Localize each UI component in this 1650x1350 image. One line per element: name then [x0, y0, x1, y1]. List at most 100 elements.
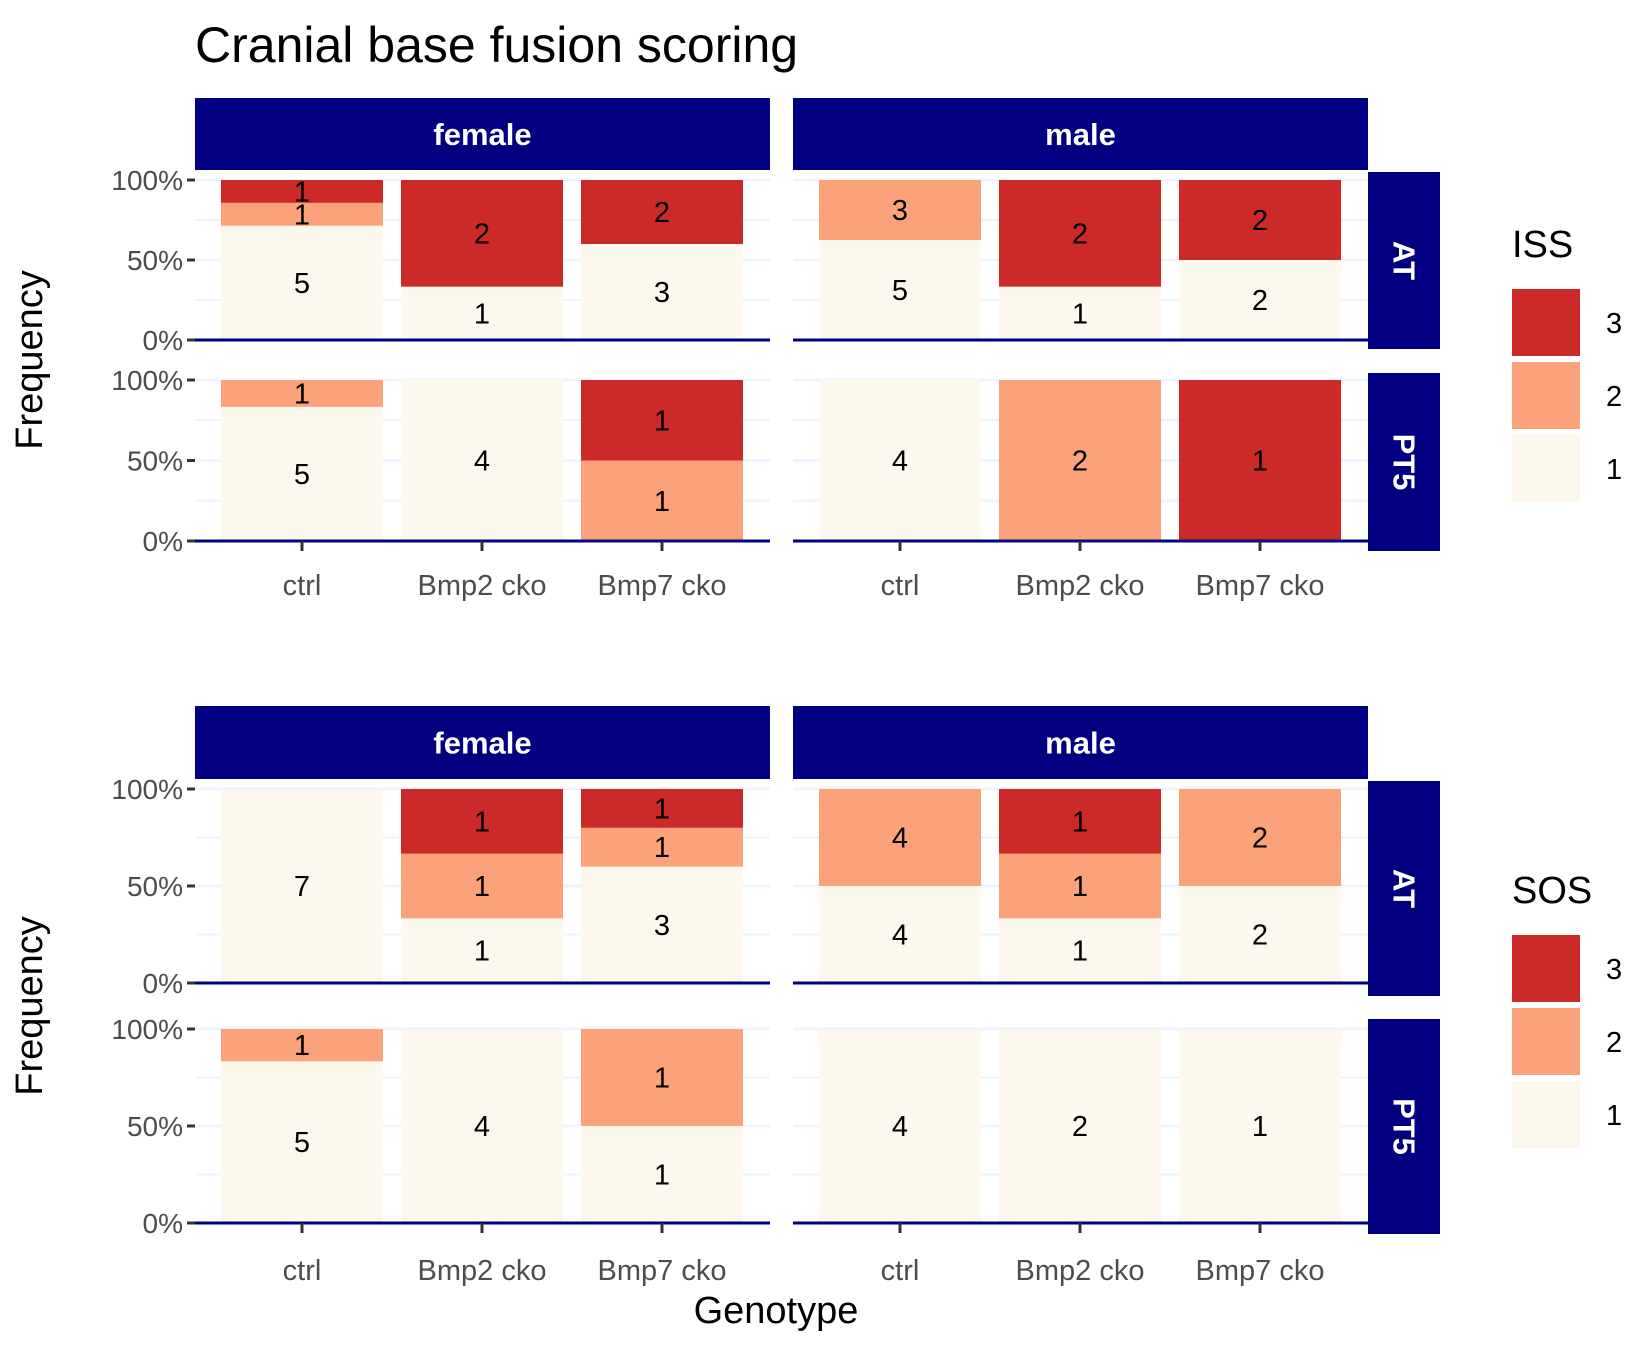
legend-title: ISS — [1512, 224, 1573, 266]
data-label: 1 — [474, 298, 490, 330]
bar-segment-score-3 — [999, 180, 1161, 287]
data-label: 2 — [474, 218, 490, 250]
bar-segment-score-2 — [581, 1029, 743, 1126]
y-tick-label: 50% — [127, 446, 183, 477]
legend-label: 3 — [1606, 954, 1622, 986]
data-label: 5 — [294, 1127, 310, 1159]
chart-title: Cranial base fusion scoring — [195, 17, 798, 73]
data-label: 1 — [294, 199, 310, 231]
bar-segment-score-2 — [999, 853, 1161, 919]
facet-strip-pt5 — [1368, 1019, 1440, 1234]
y-tick-label: 50% — [127, 1111, 183, 1142]
bar-segment-score-3 — [581, 180, 743, 244]
x-tick-label: Bmp7 cko — [1196, 570, 1325, 602]
y-tick-label: 50% — [127, 245, 183, 276]
y-axis-title: Frequency — [9, 916, 51, 1096]
data-label: 1 — [1252, 446, 1268, 478]
bar-segment-score-1 — [401, 286, 563, 340]
y-tick-label: 50% — [127, 871, 183, 902]
x-tick-label: Bmp2 cko — [1016, 570, 1145, 602]
data-label: 5 — [892, 275, 908, 307]
bar-segment-score-2 — [581, 460, 743, 541]
bar-segment-score-1 — [581, 866, 743, 983]
panel-male-at: 5 3 1 2 2 2 — [793, 178, 1368, 342]
bar-segment-score-2 — [401, 853, 563, 919]
bar-segment-score-1 — [819, 240, 981, 340]
y-tick-label: 0% — [143, 968, 183, 999]
y-tick-label: 0% — [143, 1208, 183, 1239]
data-label: 2 — [1252, 205, 1268, 237]
facet-strip-label: AT — [1387, 869, 1422, 908]
data-label: 2 — [1252, 823, 1268, 855]
x-tick-label: Bmp2 cko — [1016, 1255, 1145, 1287]
data-label: 1 — [654, 1063, 670, 1095]
bar-segment-score-1 — [999, 286, 1161, 340]
data-label: 2 — [1072, 1111, 1088, 1143]
data-label: 4 — [892, 920, 908, 952]
bar-segment-score-1 — [819, 1029, 981, 1223]
x-axis-title: Genotype — [694, 1290, 859, 1332]
data-label: 5 — [294, 459, 310, 491]
data-label: 1 — [294, 176, 310, 208]
data-label: 3 — [654, 277, 670, 309]
bar-segment-score-1 — [221, 789, 383, 983]
data-label: 2 — [1072, 218, 1088, 250]
bar-segment-score-1 — [401, 380, 563, 541]
bar-segment-score-2 — [221, 1029, 383, 1062]
data-label: 1 — [654, 793, 670, 825]
bar-segment-score-1 — [401, 918, 563, 983]
data-label: 2 — [1252, 920, 1268, 952]
y-tick-label: 100% — [111, 1014, 183, 1045]
bar-segment-score-1 — [999, 1029, 1161, 1223]
facet-strip-label: PT5 — [1387, 434, 1422, 491]
panel-male-at: 4 4 1 1 1 2 2 — [793, 787, 1368, 985]
bar-segment-score-2 — [819, 789, 981, 886]
legend-iss: ISS 3 2 1 — [1512, 224, 1622, 502]
bar-segment-score-2 — [999, 380, 1161, 541]
y-tick-label: 0% — [143, 325, 183, 356]
bar-segment-score-1 — [819, 886, 981, 983]
bar-segment-score-3 — [221, 180, 383, 203]
bar-segment-score-2 — [581, 827, 743, 867]
data-label: 1 — [294, 1030, 310, 1062]
bar-segment-score-2 — [1179, 789, 1341, 886]
chart-sos: 7 1 1 1 3 1 1 0% 50% 100% 4 4 1 1 1 2 2 5 1 4 1 1 0% 50% 100% ctr… — [9, 706, 1622, 1287]
data-label: 1 — [1252, 1111, 1268, 1143]
facet-strip-label: male — [1045, 726, 1116, 761]
y-tick-label: 100% — [111, 774, 183, 805]
data-label: 1 — [1072, 936, 1088, 968]
y-tick-label: 100% — [111, 365, 183, 396]
data-label: 4 — [474, 1111, 490, 1143]
panel-female-pt5: 5 1 4 1 1 0% 50% 100% ctrl Bmp2 cko Bmp7 cko — [111, 1014, 770, 1287]
legend-key-score-3 — [1512, 289, 1580, 356]
facet-strip-male — [793, 98, 1368, 170]
data-label: 1 — [1072, 871, 1088, 903]
data-label: 1 — [1072, 806, 1088, 838]
x-tick-label: ctrl — [881, 570, 920, 602]
legend-key-score-2 — [1512, 1008, 1580, 1075]
bar-segment-score-2 — [221, 202, 383, 226]
panel-male-pt5: 4 2 1 ctrl Bmp2 cko Bmp7 cko — [793, 378, 1368, 602]
panel-female-pt5: 5 1 4 1 1 0% 50% 100% ctrl Bmp2 cko Bmp7 cko — [111, 365, 770, 602]
bar-segment-score-1 — [1179, 1029, 1341, 1223]
bar-segment-score-2 — [221, 380, 383, 407]
data-label: 4 — [892, 446, 908, 478]
bar-segment-score-3 — [581, 380, 743, 461]
data-label: 4 — [474, 446, 490, 478]
facet-strip-label: PT5 — [1387, 1098, 1422, 1155]
panel-female-at: 7 1 1 1 3 1 1 0% 50% 100% — [111, 774, 770, 999]
y-tick-label: 100% — [111, 165, 183, 196]
data-label: 1 — [1072, 298, 1088, 330]
x-tick-label: ctrl — [881, 1255, 920, 1287]
bar-segment-score-3 — [1179, 380, 1341, 541]
data-label: 1 — [654, 832, 670, 864]
legend-key-score-1 — [1512, 1081, 1580, 1148]
bar-segment-score-1 — [1179, 886, 1341, 983]
legend-label: 1 — [1606, 454, 1622, 486]
legend-key-score-2 — [1512, 362, 1580, 429]
bar-segment-score-1 — [221, 1061, 383, 1223]
bar-segment-score-1 — [1179, 260, 1341, 340]
facet-strip-pt5 — [1368, 373, 1440, 551]
x-tick-label: Bmp7 cko — [1196, 1255, 1325, 1287]
